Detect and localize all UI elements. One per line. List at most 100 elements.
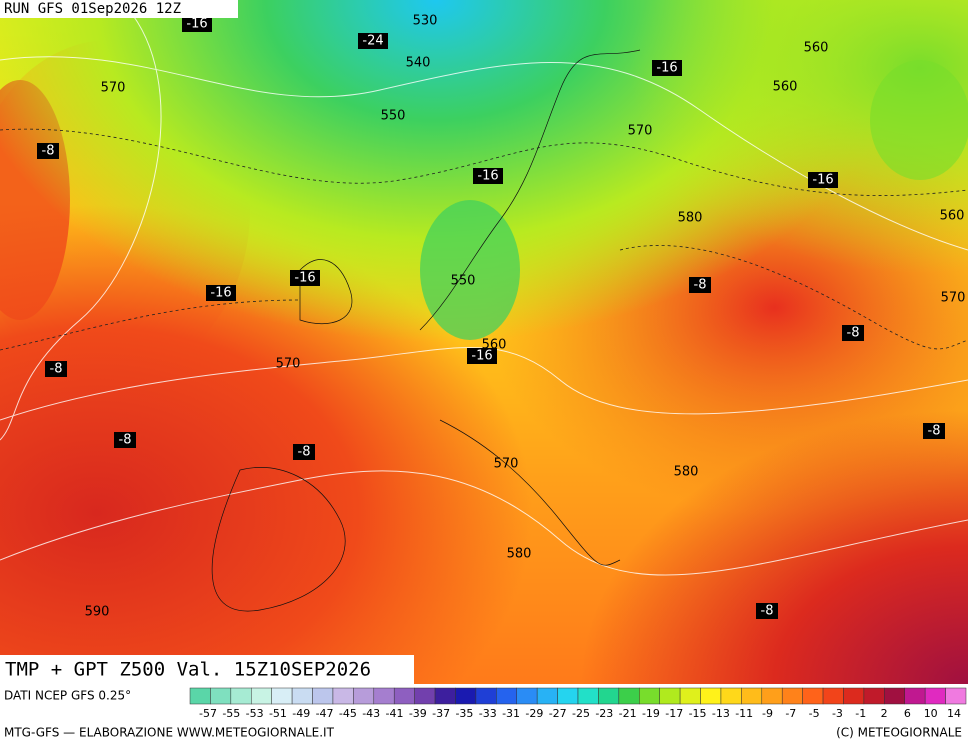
height-label: 580: [674, 465, 699, 480]
scale-label: -5: [809, 707, 820, 720]
scale-label: -11: [735, 707, 753, 720]
temp-label: -8: [761, 604, 774, 619]
scale-swatch: [332, 687, 354, 705]
scale-swatch: [414, 687, 436, 705]
scale-label: -45: [339, 707, 357, 720]
scale-label: -39: [409, 707, 427, 720]
label-box: [45, 361, 67, 377]
height-label: 570: [628, 124, 653, 139]
scale-label: -27: [549, 707, 567, 720]
scale-label: -43: [362, 707, 380, 720]
scale-swatch: [230, 687, 252, 705]
scale-swatch: [312, 687, 334, 705]
scale-swatch: [496, 687, 517, 705]
scale-label: -51: [269, 707, 287, 720]
scale-label: 2: [881, 707, 888, 720]
scale-swatch: [781, 687, 803, 705]
temp-label: -16: [477, 169, 498, 184]
label-box: [756, 603, 778, 619]
height-label: 560: [940, 209, 965, 224]
scale-label: -33: [479, 707, 497, 720]
temp-label: -8: [42, 144, 55, 159]
scale-swatch: [536, 687, 558, 705]
scale-swatch: [639, 687, 660, 705]
scale-label: -1: [855, 707, 866, 720]
color-scale: -57 -55 -53 -51 -49 -47 -45 -43 -41 -39 -37 -35 -33-…: [189, 687, 967, 720]
height-label: 570: [276, 357, 301, 372]
scale-swatch: [741, 687, 763, 705]
scale-swatch: [598, 687, 620, 705]
scale-swatch: [455, 687, 477, 705]
label-box: [293, 444, 315, 460]
label-box: [290, 270, 320, 286]
contours-dashed: [0, 128, 968, 351]
scale-label: -47: [316, 707, 334, 720]
scale-swatch: [904, 687, 926, 705]
scale-swatch: [863, 687, 885, 705]
copyright: (C) METEOGIORNALE: [836, 726, 962, 740]
scale-swatch: [924, 687, 946, 705]
scale-swatch: [251, 687, 272, 705]
scale-label: 10: [924, 707, 938, 720]
height-label: 580: [678, 211, 703, 226]
scale-label: -57: [199, 707, 217, 720]
scale-swatch: [761, 687, 783, 705]
scale-label: 14: [947, 707, 961, 720]
scale-swatch: [189, 687, 211, 705]
scale-swatch: [720, 687, 742, 705]
scale-swatch: [393, 687, 415, 705]
scale-swatch: [516, 687, 538, 705]
temp-label: -16: [656, 61, 677, 76]
scale-swatch: [700, 687, 722, 705]
height-label: 560: [804, 41, 829, 56]
run-label: RUN GFS 01Sep2026 12Z: [4, 1, 181, 17]
scale-swatch: [475, 687, 497, 705]
scale-label: -55: [222, 707, 240, 720]
height-label: 530: [413, 14, 438, 29]
coastlines: [211, 49, 641, 612]
temp-label: -8: [50, 362, 63, 377]
label-box: [652, 60, 682, 76]
scale-swatch: [822, 687, 844, 705]
title-box: [0, 655, 414, 684]
scale-label: -35: [455, 707, 473, 720]
label-box: [182, 16, 212, 32]
scale-swatch: [271, 687, 293, 705]
temp-label: -8: [694, 278, 707, 293]
label-box: [842, 325, 864, 341]
scale-swatch: [618, 687, 640, 705]
scale-swatch: [557, 687, 579, 705]
temp-label: -24: [362, 34, 383, 49]
scale-label: 6: [904, 707, 911, 720]
scale-swatch: [679, 687, 701, 705]
temp-label: -8: [928, 424, 941, 439]
temp-label: -16: [812, 173, 833, 188]
contour-labels: 530 -16 -24 540 560 -16 570 560 550 570 -8 -16 -16 58…: [37, 14, 965, 620]
scale-label: -21: [619, 707, 637, 720]
height-label: 550: [381, 109, 406, 124]
scale-swatch: [659, 687, 681, 705]
scale-label: -13: [712, 707, 730, 720]
label-box: [473, 168, 503, 184]
height-label: 590: [85, 605, 110, 620]
contours: [0, 0, 968, 575]
height-label: 550: [451, 274, 476, 289]
temp-label: -8: [119, 433, 132, 448]
scale-swatch: [434, 687, 456, 705]
height-label: 570: [101, 81, 126, 96]
source: DATI NCEP GFS 0.25°: [4, 689, 131, 703]
scale-label: -15: [689, 707, 707, 720]
scale-label: -7: [785, 707, 796, 720]
label-box: [37, 143, 59, 159]
scale-swatch: [373, 687, 395, 705]
scale-label: -31: [502, 707, 520, 720]
scale-label: -37: [432, 707, 450, 720]
scale-swatch: [945, 687, 967, 705]
label-box: [467, 348, 497, 364]
scale-label: -49: [292, 707, 310, 720]
run-box: [0, 0, 238, 18]
scale-label: -17: [665, 707, 683, 720]
scale-swatch: [353, 687, 375, 705]
scale-swatch: [210, 687, 232, 705]
